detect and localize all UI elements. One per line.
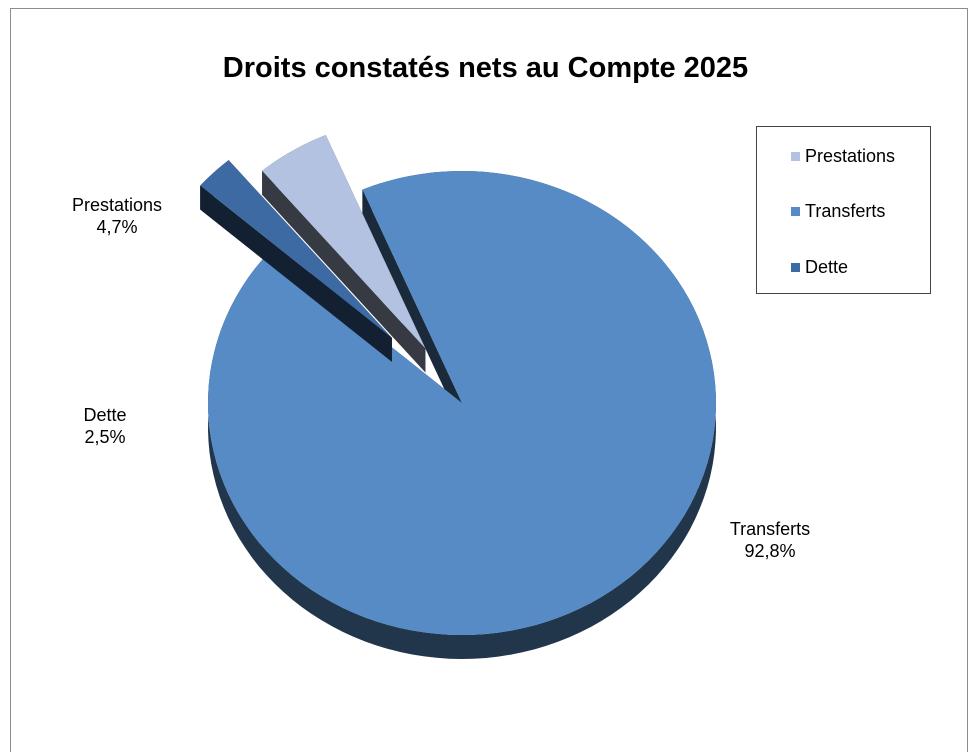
legend-item-dette: Dette	[791, 257, 848, 278]
legend-swatch-prestations	[791, 152, 800, 161]
label-dette: Dette 2,5%	[55, 404, 155, 448]
legend-item-prestations: Prestations	[791, 146, 895, 167]
label-dette-value: 2,5%	[55, 426, 155, 448]
label-transferts-name: Transferts	[705, 518, 835, 540]
label-dette-name: Dette	[55, 404, 155, 426]
legend-label-transferts: Transferts	[805, 201, 885, 222]
label-prestations-value: 4,7%	[52, 216, 182, 238]
legend-label-prestations: Prestations	[805, 146, 895, 167]
label-prestations-name: Prestations	[52, 194, 182, 216]
legend-swatch-transferts	[791, 207, 800, 216]
legend-label-dette: Dette	[805, 257, 848, 278]
label-transferts-value: 92,8%	[705, 540, 835, 562]
legend-swatch-dette	[791, 263, 800, 272]
label-transferts: Transferts 92,8%	[705, 518, 835, 562]
legend-item-transferts: Transferts	[791, 201, 885, 222]
legend: Prestations Transferts Dette	[756, 126, 931, 294]
label-prestations: Prestations 4,7%	[52, 194, 182, 238]
